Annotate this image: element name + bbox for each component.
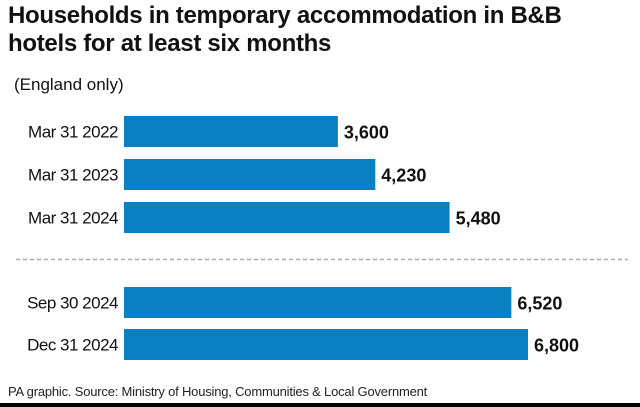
- data-label: 4,230: [381, 166, 426, 186]
- bar: [124, 329, 528, 360]
- chart-title: Households in temporary accommodation in…: [8, 2, 562, 57]
- data-label: 6,520: [517, 294, 562, 314]
- source-note: PA graphic. Source: Ministry of Housing,…: [8, 384, 428, 399]
- chart-subtitle: (England only): [14, 75, 124, 94]
- bottom-rule: [0, 403, 640, 407]
- category-label: Sep 30 2024: [27, 294, 118, 313]
- category-label: Mar 31 2023: [28, 166, 118, 185]
- bar: [124, 116, 338, 147]
- bar: [124, 202, 450, 233]
- category-label: Mar 31 2024: [28, 209, 118, 228]
- category-label: Dec 31 2024: [27, 336, 118, 355]
- data-label: 5,480: [456, 209, 501, 229]
- category-label: Mar 31 2022: [28, 123, 118, 142]
- data-label: 3,600: [344, 123, 389, 143]
- bar: [124, 159, 376, 190]
- data-label: 6,800: [534, 336, 579, 356]
- bar: [124, 287, 512, 318]
- bar-chart: Mar 31 2022 3,600 Mar 31 2023 4,230 Mar 31 2…: [16, 116, 628, 360]
